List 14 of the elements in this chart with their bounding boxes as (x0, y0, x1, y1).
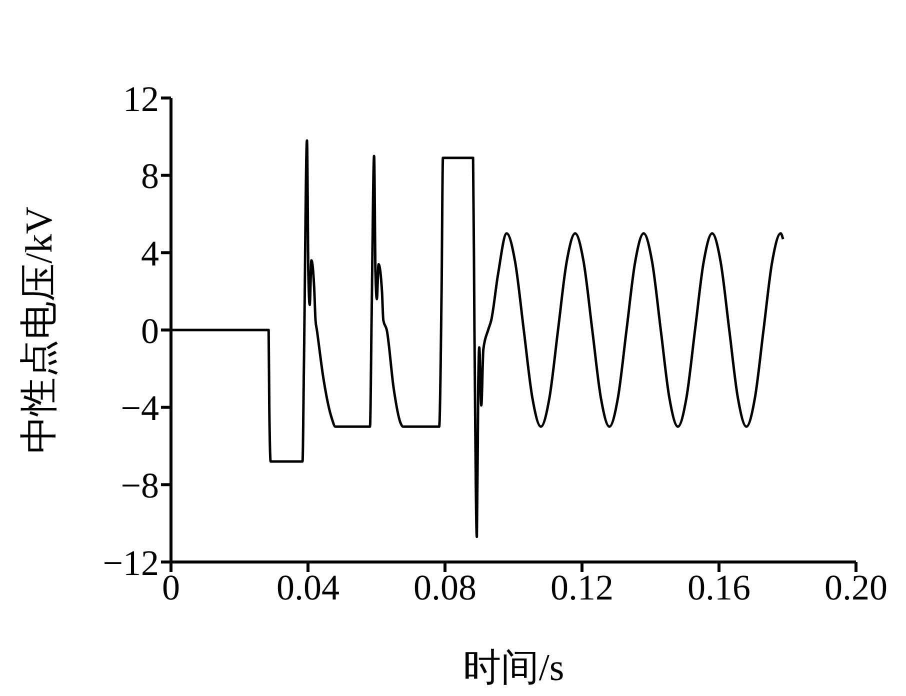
y-tick-label: 12 (123, 78, 159, 119)
y-tick-label: −8 (120, 465, 159, 506)
y-tick-label: 4 (141, 233, 159, 274)
x-tick-label: 0.12 (550, 568, 614, 608)
x-tick-label: 0.20 (824, 568, 888, 608)
y-axis-title: 中性点电压/kV (18, 206, 60, 454)
x-tick-label: 0.16 (688, 568, 750, 608)
x-tick-label: 0.08 (414, 568, 476, 608)
y-tick-label: 0 (141, 310, 159, 351)
y-tick-label: −12 (102, 542, 159, 583)
y-tick-label: −4 (120, 388, 159, 428)
x-axis-title: 时间/s (462, 647, 564, 689)
y-tick-label: 8 (141, 156, 159, 196)
x-tick-label: 0.04 (276, 568, 340, 608)
